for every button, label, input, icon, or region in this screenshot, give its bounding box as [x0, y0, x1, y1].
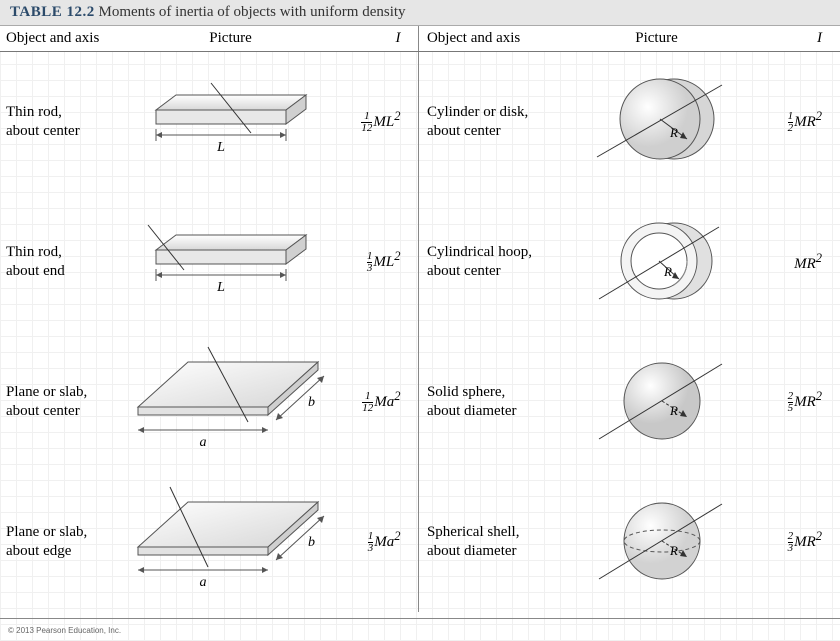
svg-text:L: L: [216, 140, 225, 155]
formula-cell: 112ML2: [341, 52, 419, 192]
label-line1: Plane or slab,: [6, 384, 87, 400]
formula-cell: 112Ma2: [341, 332, 419, 472]
label-line2: about center: [427, 123, 501, 139]
svg-text:b: b: [308, 395, 315, 410]
table-title: Moments of inertia of objects with unifo…: [99, 4, 406, 20]
picture-cell: L: [120, 52, 341, 192]
label-line2: about edge: [6, 543, 71, 559]
fraction: 12: [788, 111, 794, 134]
object-label: Cylindrical hoop, about center: [421, 192, 561, 332]
col-inertia-l: I: [341, 26, 419, 52]
object-label: Thin rod, about end: [0, 192, 120, 332]
svg-text:R: R: [669, 403, 678, 418]
formula-body: MR: [794, 114, 816, 130]
col-object-axis-l: Object and axis: [0, 26, 120, 52]
formula-body: Ma: [374, 534, 394, 550]
fraction: 23: [788, 531, 794, 554]
label-line2: about end: [6, 263, 65, 279]
formula-exp: 2: [816, 251, 822, 265]
table-title-bar: TABLE 12.2 Moments of inertia of objects…: [0, 0, 840, 26]
cylindrical-hoop-icon: R: [582, 207, 732, 317]
label-line1: Thin rod,: [6, 104, 62, 120]
table-row: Thin rod, about center: [0, 52, 840, 192]
copyright-text: © 2013 Pearson Education, Inc.: [8, 626, 121, 635]
col-inertia-r: I: [752, 26, 840, 52]
slab-edge-icon: a b: [126, 482, 336, 602]
formula-exp: 2: [816, 529, 822, 543]
bottom-rule: [0, 618, 840, 619]
slab-center-icon: a b: [126, 342, 336, 462]
formula-cell: 13Ma2: [341, 472, 419, 612]
col-picture-l: Picture: [120, 26, 341, 52]
table-row: Thin rod, about end: [0, 192, 840, 332]
object-label: Solid sphere, about diameter: [421, 332, 561, 472]
object-label: Cylinder or disk, about center: [421, 52, 561, 192]
picture-cell: R: [561, 472, 751, 612]
label-line1: Spherical shell,: [427, 524, 519, 540]
label-line1: Plane or slab,: [6, 524, 87, 540]
table-number: TABLE 12.2: [10, 4, 95, 20]
spherical-shell-icon: R: [582, 487, 732, 597]
picture-cell: a b: [120, 332, 341, 472]
svg-text:a: a: [200, 435, 207, 450]
col-object-axis-r: Object and axis: [421, 26, 561, 52]
fraction: 112: [362, 391, 373, 414]
formula-exp: 2: [394, 389, 400, 403]
table-row: Plane or slab, about edge a: [0, 472, 840, 612]
object-label: Plane or slab, about center: [0, 332, 120, 472]
picture-cell: R: [561, 192, 751, 332]
thin-rod-center-icon: L: [136, 77, 326, 167]
solid-sphere-icon: R: [582, 347, 732, 457]
formula-body: ML: [373, 254, 394, 270]
fraction: 25: [788, 391, 794, 414]
object-label: Thin rod, about center: [0, 52, 120, 192]
label-line1: Cylindrical hoop,: [427, 244, 532, 260]
cylinder-disk-icon: R: [582, 67, 732, 177]
formula-exp: 2: [394, 249, 400, 263]
picture-cell: R: [561, 332, 751, 472]
formula-cell: 12MR2: [752, 52, 840, 192]
inertia-table: Object and axis Picture I Object and axi…: [0, 26, 840, 612]
formula-cell: MR2: [752, 192, 840, 332]
formula-exp: 2: [816, 109, 822, 123]
label-line2: about diameter: [427, 543, 517, 559]
fraction: 13: [367, 251, 373, 274]
formula-body: Ma: [374, 394, 394, 410]
table-row: Plane or slab, about center a: [0, 332, 840, 472]
label-line2: about diameter: [427, 403, 517, 419]
picture-cell: R: [561, 52, 751, 192]
formula-body: MR: [794, 534, 816, 550]
svg-text:R: R: [669, 125, 678, 140]
fraction: 13: [368, 531, 374, 554]
formula-body: MR: [794, 394, 816, 410]
col-picture-r: Picture: [561, 26, 751, 52]
svg-text:L: L: [216, 280, 225, 295]
object-label: Spherical shell, about diameter: [421, 472, 561, 612]
formula-cell: 23MR2: [752, 472, 840, 612]
label-line2: about center: [427, 263, 501, 279]
svg-text:R: R: [663, 264, 672, 279]
formula-body: ML: [373, 114, 394, 130]
formula-cell: 13ML2: [341, 192, 419, 332]
header-row: Object and axis Picture I Object and axi…: [0, 26, 840, 52]
label-line1: Thin rod,: [6, 244, 62, 260]
svg-text:R: R: [669, 543, 678, 558]
picture-cell: L: [120, 192, 341, 332]
fraction: 112: [361, 111, 372, 134]
object-label: Plane or slab, about edge: [0, 472, 120, 612]
svg-text:b: b: [308, 535, 315, 550]
formula-exp: 2: [816, 389, 822, 403]
label-line1: Cylinder or disk,: [427, 104, 528, 120]
formula-cell: 25MR2: [752, 332, 840, 472]
picture-cell: a b: [120, 472, 341, 612]
formula-body: MR: [794, 256, 816, 272]
thin-rod-end-icon: L: [136, 217, 326, 307]
formula-exp: 2: [394, 109, 400, 123]
label-line2: about center: [6, 403, 80, 419]
svg-text:a: a: [200, 575, 207, 590]
label-line1: Solid sphere,: [427, 384, 505, 400]
formula-exp: 2: [394, 529, 400, 543]
label-line2: about center: [6, 123, 80, 139]
